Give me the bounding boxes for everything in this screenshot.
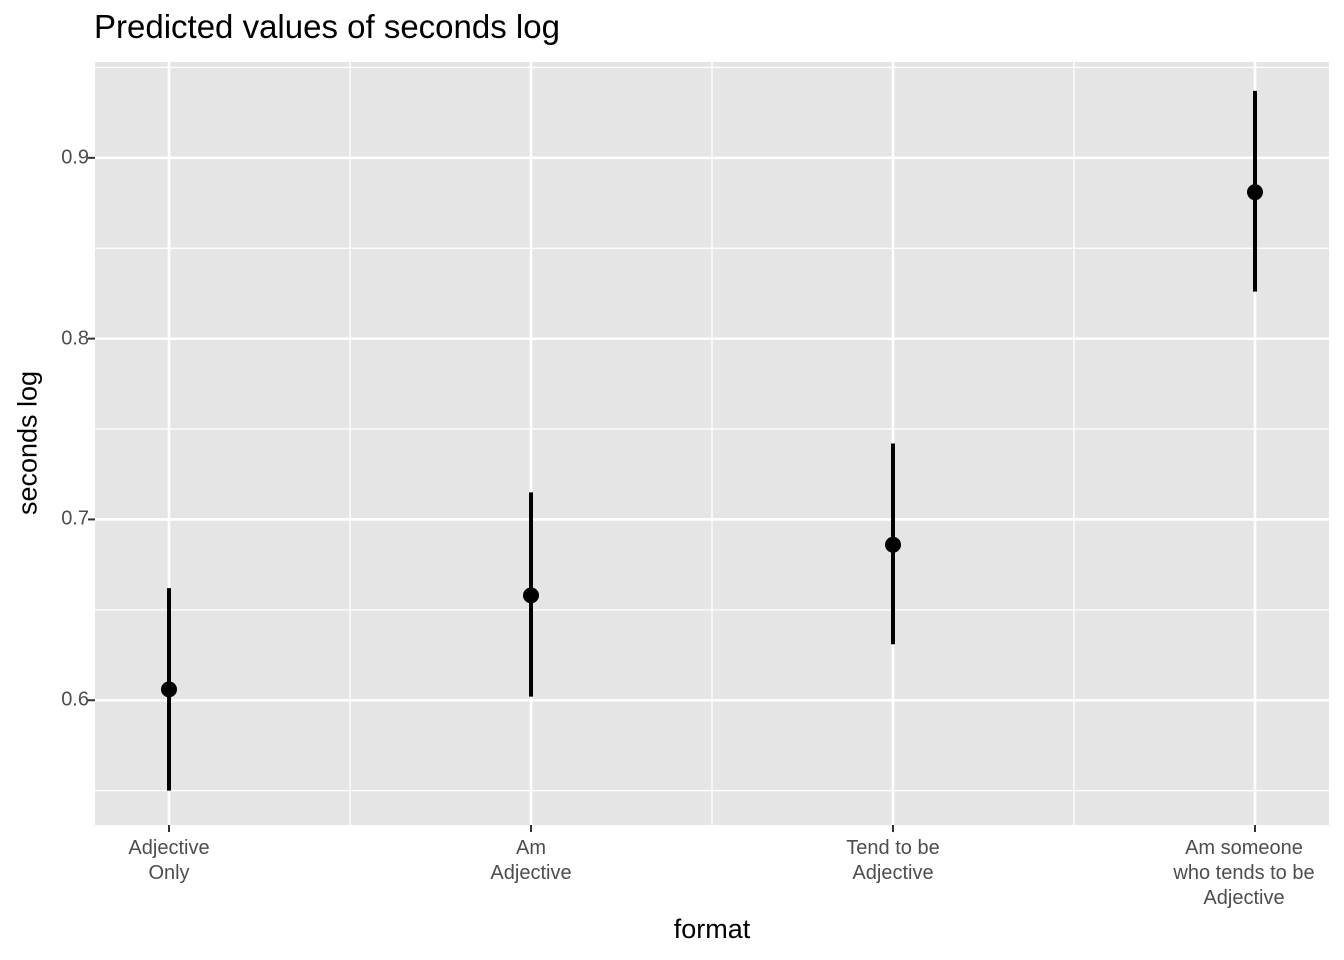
y-tick-label: 0.7 [61,507,89,530]
major-gridlines [95,62,1329,825]
data-marks [161,90,1263,791]
minor-gridlines [95,62,1329,825]
x-tick-label: Tend to be Adjective [793,836,993,886]
x-tick-label-line: Adjective [1203,887,1285,909]
y-axis-label: seconds log [12,370,43,516]
data-point [523,587,539,604]
x-tick-label-line: Adjective [490,862,572,884]
y-tick-label: 0.9 [61,146,89,169]
x-tick-label: Adjective Only [69,836,269,886]
data-point [885,536,901,553]
y-tick-label: 0.8 [61,327,89,350]
x-tick-label-line: Am [516,837,546,859]
x-tick-label-line: Adjective [852,862,934,884]
axis-ticks [88,156,1256,832]
x-tick-label: Am someone who tends to be Adjective [1144,836,1344,911]
x-tick-label-line: Tend to be [846,837,940,859]
x-tick-label-line: Only [148,862,190,884]
x-tick-label: Am Adjective [431,836,631,886]
chart-title: Predicted values of seconds log [94,8,560,45]
x-axis-label: format [673,914,751,944]
x-tick-label-line: Am someone [1185,837,1303,859]
data-point [161,681,177,698]
y-tick-label: 0.6 [61,688,89,711]
x-tick-label-line: Adjective [128,837,210,859]
x-tick-label-line: who tends to be [1173,862,1315,884]
data-point [1247,184,1263,201]
